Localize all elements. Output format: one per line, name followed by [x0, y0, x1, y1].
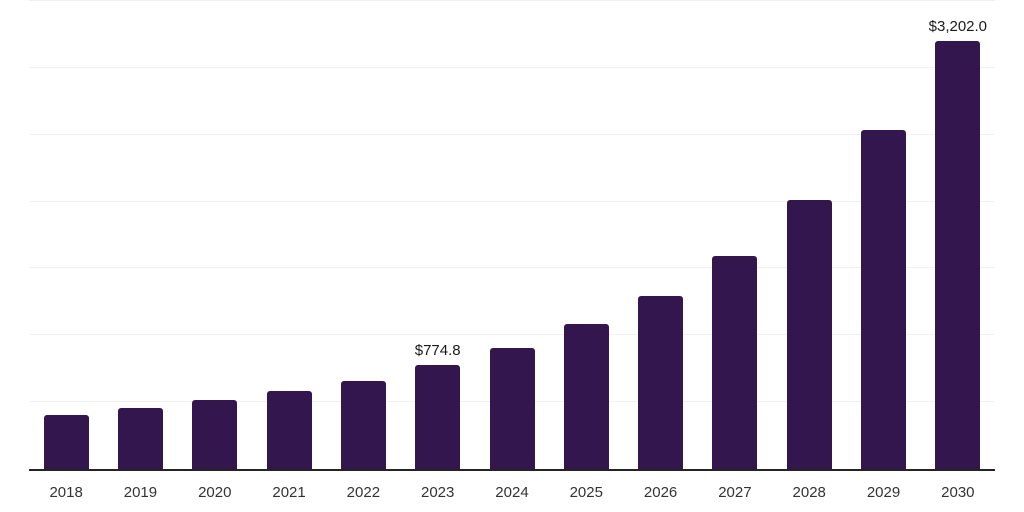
x-tick-label-2023: 2023 [420, 484, 455, 501]
bar-2021 [266, 391, 312, 469]
bar-2024 [489, 348, 535, 469]
plot-area: $774.8 $3,202.0 [29, 0, 995, 469]
x-axis-tick-labels: 2018 2019 2020 2021 2022 2023 2024 2025 2026 2027… [29, 484, 995, 504]
bar-2027 [712, 256, 758, 469]
gridline-1500 [29, 267, 995, 269]
gridline-2500 [29, 133, 995, 135]
bar-2019 [117, 408, 163, 469]
gridline-3500 [29, 0, 995, 1]
x-axis-line [29, 469, 995, 471]
x-tick-label-2021: 2021 [272, 484, 306, 501]
bar-2026 [638, 296, 684, 469]
x-tick-label-2026: 2026 [643, 484, 678, 501]
bar-2025 [563, 324, 609, 469]
gridline-2000 [29, 200, 995, 202]
gridline-3000 [29, 66, 995, 68]
x-tick-label-2029: 2029 [866, 484, 901, 501]
bar-2028 [786, 200, 832, 469]
value-label-2030: $3,202.0 [928, 17, 988, 35]
x-tick-label-2022: 2022 [346, 484, 381, 501]
x-tick-label-2018: 2018 [49, 484, 83, 501]
x-tick-label-2025: 2025 [569, 484, 603, 501]
gridline-1000 [29, 334, 995, 336]
x-tick-label-2027: 2027 [718, 484, 752, 501]
bar-2023 [415, 365, 461, 469]
value-label-2023: $774.8 [414, 342, 461, 360]
x-tick-label-2028: 2028 [792, 484, 826, 501]
x-tick-label-2024: 2024 [495, 484, 529, 501]
bar-2020 [192, 399, 238, 469]
x-tick-label-2020: 2020 [198, 484, 232, 501]
x-tick-label-2030: 2030 [941, 484, 975, 501]
bar-2030 [935, 40, 981, 469]
bar-2022 [340, 380, 386, 469]
x-tick-label-2019: 2019 [123, 484, 158, 501]
bar-2018 [43, 414, 89, 469]
bar-2029 [861, 130, 907, 469]
